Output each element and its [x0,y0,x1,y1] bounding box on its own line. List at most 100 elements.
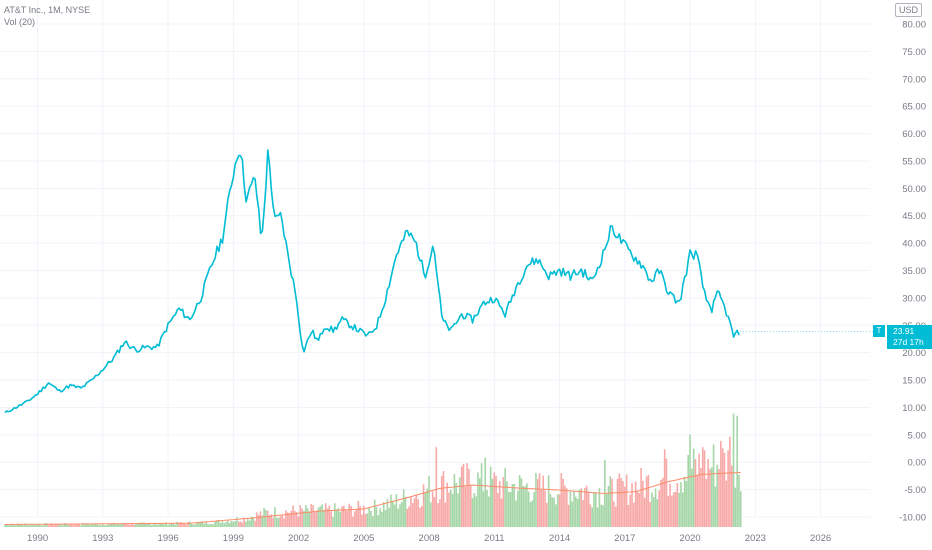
y-tick-label: 35.00 [902,266,926,277]
volume-bar [598,488,601,527]
y-tick-label: 45.00 [902,211,926,222]
volume-bar [163,524,166,527]
x-tick-label: 2008 [419,533,440,544]
volume-bar [498,481,501,527]
volume-bar [714,486,717,527]
volume-bar [393,504,396,527]
volume-bar [417,499,419,527]
volume-bar [720,440,722,527]
volume-bar [277,517,280,527]
volume-bar [468,468,470,527]
volume-bar [154,524,157,527]
volume-bar [337,507,340,527]
volume-bar [502,477,505,527]
volume-bar [333,503,336,527]
volume-bar [401,501,403,527]
volume-bar [361,514,363,527]
volume-bar [406,508,409,527]
volume-bar [391,500,394,527]
volume-bar [614,506,617,527]
volume-bar [580,488,583,527]
volume-bar [426,488,429,527]
volume-bar [239,521,242,527]
currency-badge[interactable]: USD [894,3,922,17]
volume-bar [170,523,173,527]
x-tick-label: 2017 [614,533,635,544]
volume-bar [451,493,454,527]
volume-bar [691,468,693,527]
volume-bar [698,453,700,527]
volume-bar [248,520,251,527]
volume-bar [685,481,688,527]
volume-bar [739,491,742,527]
volume-bar [672,492,675,527]
volume-bar [107,524,110,527]
volume-bar [297,516,300,527]
volume-bar [734,487,737,527]
legend-volume[interactable]: Vol (20) [4,17,36,27]
volume-bar [357,500,360,527]
volume-bar [221,521,224,527]
volume-bar [618,473,621,527]
volume-bar [411,503,414,527]
volume-bar [203,523,206,527]
volume-bar [377,515,380,527]
volume-bar [241,522,244,527]
volume-bar [616,478,619,527]
volume-bar [161,522,164,527]
volume-bar [129,524,131,527]
volume-bar [696,475,699,527]
volume-bar [395,494,398,527]
volume-bar [729,436,731,527]
volume-bar [256,512,258,527]
volume-bar [647,474,650,527]
volume-bar [145,523,148,527]
volume-bar [732,413,735,527]
volume-bar [424,492,427,527]
volume-bar [408,506,410,527]
y-tick-label: 75.00 [902,47,926,58]
volume-bar [158,524,160,527]
volume-bar [315,510,318,527]
volume-bar [43,523,46,527]
volume-bar [576,498,579,527]
volume-bar [457,493,459,527]
volume-bar [74,523,77,527]
volume-bar [341,506,343,527]
volume-bar [234,520,236,527]
volume-bar [362,505,365,527]
volume-bar [134,524,137,527]
volume-bar [266,510,269,527]
volume-bar [723,452,726,527]
volume-bar [600,504,603,527]
volume-bar [147,523,149,527]
volume-bar [196,522,198,527]
volume-bar [254,520,256,527]
volume-bar [567,504,570,527]
volume-bar [564,485,566,527]
volume-bar [507,491,510,527]
volume-bar [5,524,8,527]
volume-bar [707,459,709,527]
volume-bar [343,505,345,527]
y-tick-label: 55.00 [902,156,926,167]
volume-bar [174,524,177,527]
volume-bar [464,486,467,527]
volume-bar [156,524,158,527]
y-tick-label: 30.00 [902,293,926,304]
volume-bar [681,492,684,527]
volume-bar [373,499,376,527]
volume-bar [270,514,273,527]
volume-bar [100,524,102,527]
volume-bar [198,521,200,527]
volume-bar [4,524,6,527]
volume-bar [433,497,436,527]
legend-title[interactable]: AT&T Inc., 1M, NYSE [4,5,91,15]
volume-bar [413,498,416,527]
volume-bar [520,478,523,527]
volume-bar [67,524,70,527]
volume-bar [51,523,53,527]
volume-bar [150,525,153,527]
volume-bar [303,510,305,527]
